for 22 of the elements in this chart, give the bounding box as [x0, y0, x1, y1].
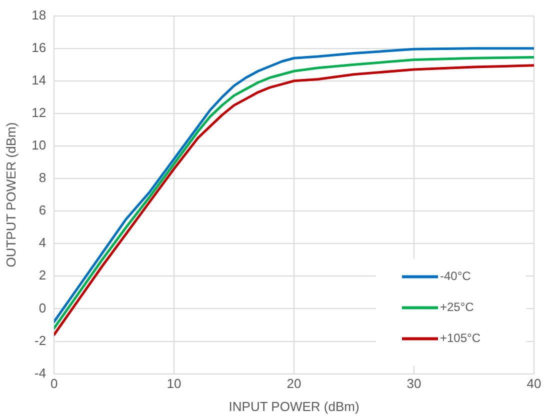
y-tick-label: 16 [32, 40, 46, 55]
legend-label: -40°C [440, 269, 472, 284]
x-tick-label: 20 [286, 376, 302, 392]
y-tick-label: 8 [38, 170, 46, 186]
legend-label: +105°C [440, 331, 481, 346]
y-tick-label: 6 [38, 202, 46, 218]
y-axis-title: OUTPUT POWER (dBm) [3, 122, 18, 268]
y-tick-label: 12 [32, 105, 46, 120]
y-tick-label: -4 [34, 365, 46, 380]
legend-label: +25°C [440, 300, 474, 314]
y-tick-label: 10 [32, 138, 46, 153]
x-tick-label: 30 [406, 376, 422, 392]
y-tick-label: 4 [38, 235, 46, 250]
x-tick-label: 40 [526, 376, 542, 392]
y-tick-label: 14 [32, 72, 46, 88]
y-tick-label: 0 [38, 300, 46, 316]
y-tick-label: 18 [32, 7, 46, 22]
x-tick-label: 10 [166, 376, 182, 392]
x-axis-title: INPUT POWER (dBm) [228, 398, 360, 414]
y-tick-label: 2 [38, 268, 46, 283]
y-tick-label: -2 [34, 332, 46, 348]
x-tick-label: 0 [50, 376, 58, 392]
